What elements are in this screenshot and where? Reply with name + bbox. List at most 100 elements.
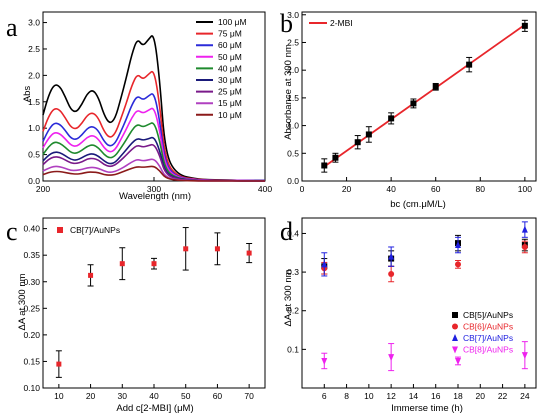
x-tick-label-d: 10 [364, 391, 374, 401]
spectrum-8 [42, 165, 265, 182]
legend-marker-d-2 [452, 334, 458, 341]
legend-label-a-1: 75 μM [218, 29, 242, 39]
panel-label-b: b [280, 9, 293, 38]
spectrum-1 [42, 70, 265, 182]
y-tick-label-d: 0.1 [287, 344, 299, 354]
x-tick-label-b: 80 [476, 184, 486, 194]
legend-label-d-1: CB[6]/AuNPs [463, 322, 513, 332]
x-tick-label-c: 30 [118, 391, 128, 401]
y-tick-label-a: 0.0 [28, 176, 40, 186]
y-tick-label-b: 2.0 [287, 65, 299, 75]
data-point-b [365, 131, 372, 138]
ylabel-b: Absorbance at 300 nm [283, 44, 294, 140]
data-point-c [214, 246, 220, 252]
y-tick-label-b: 1.0 [287, 121, 299, 131]
panel-a: a 200 300 400 0.0 0.5 1.0 1.5 2.0 2.5 3.0 100 μM 75… [6, 11, 272, 202]
y-tick-label-c: 0.35 [23, 250, 40, 260]
y-tick-label-b: 0.5 [287, 148, 299, 158]
y-tick-label-b: 3.0 [287, 10, 299, 20]
legend-marker-d-0 [452, 312, 458, 318]
x-tick-label-c: 10 [54, 391, 64, 401]
x-tick-label-b: 60 [431, 184, 441, 194]
data-point-b [321, 162, 328, 169]
x-tick-label-b: 20 [342, 184, 352, 194]
x-tick-label-d: 14 [409, 391, 419, 401]
x-tick-label-b: 0 [300, 184, 305, 194]
panel-label-c: c [6, 217, 18, 246]
x-tick-label-d: 22 [498, 391, 508, 401]
y-tick-label-c: 0.20 [23, 330, 40, 340]
data-point-c [151, 261, 157, 267]
ylabel-a: Abs [22, 86, 33, 103]
data-point-b [410, 100, 417, 107]
panel-d: d 6 8 10 12 14 16 18 20 22 24 0.1 0.2 0.3 0.4 CB[5]/Au… [280, 217, 537, 414]
data-point-d-2 [388, 252, 395, 260]
legend-label-a-7: 15 μM [218, 98, 242, 108]
x-tick-label-a: 200 [36, 184, 50, 194]
y-tick-label-b: 0.0 [287, 176, 299, 186]
y-tick-label-b: 2.5 [287, 37, 299, 47]
data-point-b [432, 83, 439, 90]
plot-frame-c [42, 217, 266, 389]
y-tick-label-b: 1.5 [287, 93, 299, 103]
y-tick-label-a: 0.5 [28, 150, 40, 160]
x-tick-label-c: 20 [86, 391, 96, 401]
x-tick-label-c: 60 [213, 391, 223, 401]
data-point-b [354, 139, 361, 146]
y-tick-label-d: 0.4 [287, 228, 299, 238]
data-point-d-1 [521, 243, 528, 250]
panel-label-a: a [6, 13, 18, 42]
xlabel-b: bc (cm.μM/L) [390, 199, 446, 210]
legend-label-a-3: 50 μM [218, 52, 242, 62]
spectrum-3 [42, 107, 266, 182]
x-tick-label-d: 20 [476, 391, 486, 401]
data-point-c [119, 261, 125, 267]
xlabel-c: Add c[2-MBI] (μM) [116, 403, 193, 414]
y-tick-label-c: 0.10 [23, 383, 40, 393]
xlabel-a: Wavelength (nm) [119, 191, 191, 202]
x-tick-label-d: 16 [431, 391, 441, 401]
legend-label-b: 2-MBI [330, 18, 353, 28]
ylabel-d: ΔA at 300 nm [283, 269, 294, 326]
data-point-d-3 [388, 354, 395, 362]
y-tick-label-a: 1.5 [28, 97, 40, 107]
x-tick-label-c: 40 [149, 391, 159, 401]
x-tick-label-d: 24 [520, 391, 530, 401]
data-point-b [388, 115, 395, 122]
fit-line-b [323, 24, 526, 168]
spectrum-0 [42, 35, 265, 182]
data-point-c [88, 272, 94, 278]
plot-frame-d [301, 217, 537, 389]
spectrum-4 [42, 122, 265, 182]
panel-c: c 10 20 30 40 50 60 70 0.10 0.15 0.20 0.25 0.30 0.35… [6, 217, 266, 414]
data-point-c [56, 361, 62, 367]
data-point-b [521, 22, 528, 29]
x-tick-label-d: 8 [344, 391, 349, 401]
y-tick-label-c: 0.15 [23, 356, 40, 366]
legend-marker-d-3 [452, 346, 458, 354]
data-point-d-2 [321, 260, 328, 268]
legend-label-c: CB[7]/AuNPs [70, 225, 120, 235]
y-tick-label-c: 0.40 [23, 224, 40, 234]
spectrum-2 [42, 93, 265, 182]
x-tick-label-c: 70 [244, 391, 254, 401]
y-tick-label-a: 1.0 [28, 123, 40, 133]
data-point-c [183, 246, 189, 252]
legend-marker-c [57, 227, 63, 233]
plot-frame-b [301, 11, 537, 182]
ylabel-c: ΔA at 300 nm [17, 273, 28, 330]
x-tick-label-d: 18 [453, 391, 463, 401]
x-tick-label-c: 50 [181, 391, 191, 401]
y-tick-label-a: 3.0 [28, 18, 40, 28]
legend-label-a-0: 100 μM [218, 17, 247, 27]
spectrum-7 [42, 158, 265, 182]
y-tick-label-c: 0.30 [23, 277, 40, 287]
legend-label-a-5: 30 μM [218, 75, 242, 85]
x-tick-label-d: 12 [386, 391, 396, 401]
data-point-b [332, 154, 339, 161]
y-tick-label-d: 0.2 [287, 306, 299, 316]
panel-b: b 0 20 40 60 80 100 0.0 0.5 1.0 1.5 2.0 2.5 3.0 2-MBI… [280, 9, 537, 210]
spectrum-6 [42, 143, 265, 182]
legend-label-a-6: 25 μM [218, 87, 242, 97]
